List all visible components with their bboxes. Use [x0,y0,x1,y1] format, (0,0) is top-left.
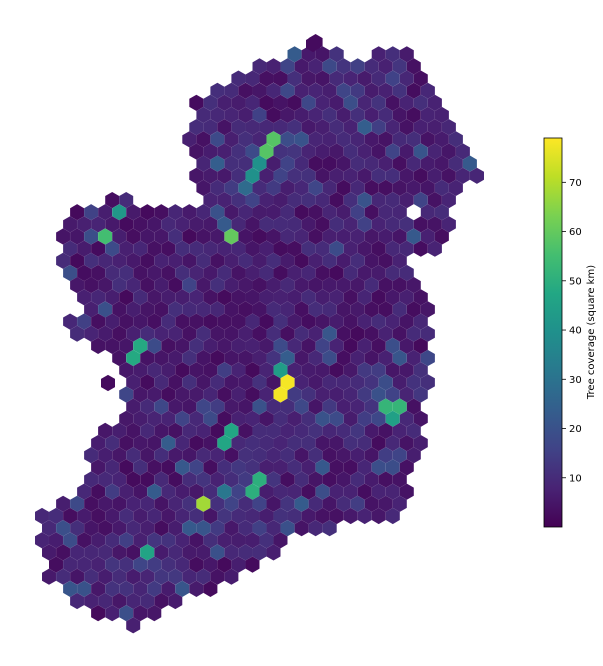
colorbar: 10 20 30 40 50 60 70 Tree coverage (square km) [543,137,597,528]
hexbin-cell [385,507,400,525]
hexbin-cell [203,580,218,598]
colorbar-tick-label: 50 [569,276,582,287]
hexbin-cell [224,568,239,586]
hexbin-cell [469,167,485,185]
colorbar-tick-label: 10 [569,473,582,484]
hexbin-cell [101,374,115,392]
hexbin-cell [147,604,162,622]
colorbar-tick-label: 70 [569,178,582,189]
colorbar-label: Tree coverage (square km) [586,265,597,400]
colorbar-tick-label: 30 [569,375,582,386]
hexbin-cell [427,240,443,258]
colorbar-tick-label: 20 [569,424,582,435]
colorbar-tick-label: 40 [569,326,582,337]
hexbin-cell [168,592,183,610]
hexbin-cell [322,519,337,537]
hexbin-cell [266,544,281,561]
hexbin-cell [125,616,141,634]
colorbar-ticks: 10 20 30 40 50 60 70 [562,178,582,484]
colorbar-tick-label: 60 [569,227,582,238]
hexbin-cell [413,70,428,87]
colorbar-gradient [543,137,563,528]
hexbin-map [34,33,485,634]
hexbin-cell [306,35,320,53]
hexbin-cell [245,556,260,573]
